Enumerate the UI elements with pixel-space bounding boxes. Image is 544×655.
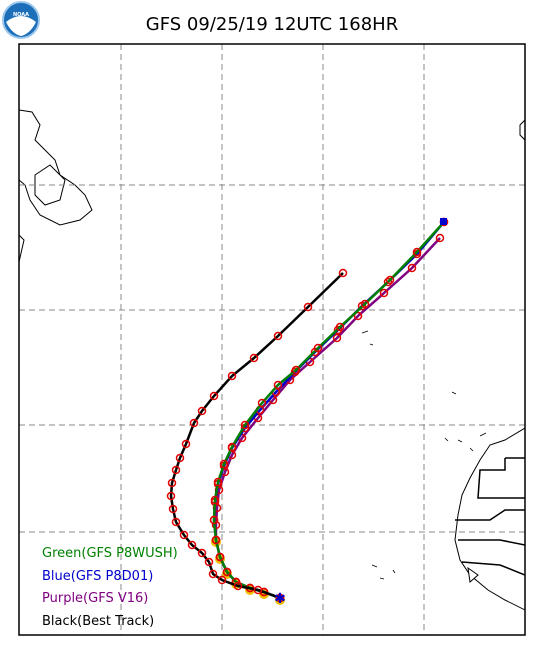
track-point <box>171 517 181 527</box>
track-line <box>169 272 344 600</box>
track-start: ✱ <box>274 591 286 607</box>
track-point <box>187 540 197 550</box>
track-point <box>215 552 225 562</box>
track-point <box>181 439 191 449</box>
track-point <box>335 322 345 332</box>
track-point <box>291 365 301 375</box>
track-point <box>383 277 393 287</box>
track-point <box>253 585 263 595</box>
track-point <box>379 288 389 298</box>
track-point <box>189 418 199 428</box>
track-point <box>233 581 243 591</box>
track-point <box>210 495 220 505</box>
tracks: ✱ <box>166 217 449 607</box>
map-frame <box>18 43 526 636</box>
legend-entry: Black(Best Track) <box>42 614 154 629</box>
islands <box>361 330 487 580</box>
track-point <box>208 569 218 579</box>
track-point <box>435 233 445 243</box>
track-point <box>412 247 422 257</box>
legend-entry: Purple(GFS V16) <box>42 591 148 606</box>
track-point <box>273 380 283 390</box>
track-point <box>360 299 370 309</box>
track-point <box>249 353 259 363</box>
track-point <box>353 311 363 321</box>
logo-text: NOAA <box>13 12 29 18</box>
track-point <box>227 442 237 452</box>
track-end <box>440 218 447 225</box>
legend-entry: Blue(GFS P8D01) <box>42 569 153 584</box>
track-point <box>217 575 227 585</box>
graticule <box>19 44 525 635</box>
track-point <box>209 391 219 401</box>
noaa-logo: NOAA <box>2 1 40 39</box>
track-point <box>313 343 323 353</box>
track-point <box>197 548 207 558</box>
track-point <box>385 275 395 285</box>
track-point <box>257 398 267 408</box>
track-point <box>197 406 207 416</box>
map-title: GFS 09/25/19 12UTC 168HR <box>146 14 398 35</box>
track-point <box>332 333 342 343</box>
track-point <box>209 515 219 525</box>
land <box>19 109 525 611</box>
track-point <box>166 491 176 501</box>
track-point <box>213 477 223 487</box>
track-line <box>212 221 445 600</box>
legend-entry: Green(GFS P8WUSH) <box>42 546 178 561</box>
track-point <box>175 453 185 463</box>
track-point <box>219 459 229 469</box>
track-point <box>171 465 181 475</box>
track-point <box>407 263 417 273</box>
track-point <box>168 504 178 514</box>
map-area: ✱ <box>19 44 525 635</box>
legend: Green(GFS P8WUSH) Blue(GFS P8D01) Purple… <box>42 546 178 629</box>
track-point <box>167 478 177 488</box>
track-point <box>204 557 214 567</box>
track-point <box>303 302 313 312</box>
borders <box>455 457 525 576</box>
track-point <box>211 535 221 545</box>
track-point <box>227 371 237 381</box>
track-point <box>275 593 285 603</box>
track-point <box>179 530 189 540</box>
track-point <box>240 420 250 430</box>
track-point <box>273 331 283 341</box>
track-point <box>222 567 232 577</box>
track-point <box>338 268 348 278</box>
